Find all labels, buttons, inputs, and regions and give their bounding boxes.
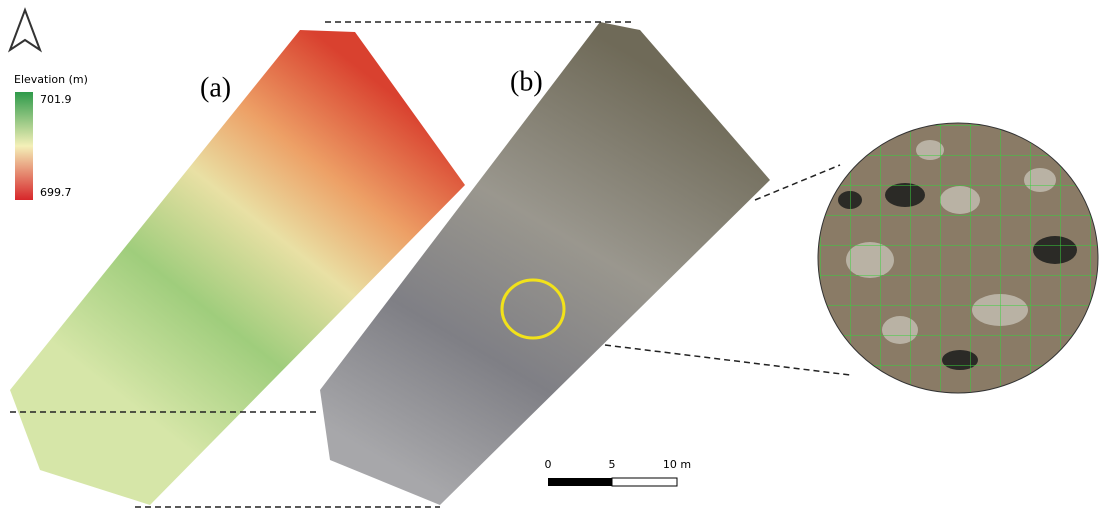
north-arrow bbox=[7, 7, 43, 53]
scale-label: 0 bbox=[545, 458, 552, 471]
panel-label: (b) bbox=[510, 66, 543, 97]
panel-label: (a) bbox=[200, 72, 231, 103]
legend-colorbar bbox=[15, 92, 33, 200]
legend-max: 701.9 bbox=[40, 93, 72, 106]
scale-bar bbox=[548, 478, 612, 486]
scale-label: 10 m bbox=[663, 458, 691, 471]
orthomosaic bbox=[320, 22, 770, 505]
zoom-inset bbox=[818, 123, 1098, 393]
elevation-map bbox=[10, 30, 465, 505]
legend-title: Elevation (m) bbox=[14, 73, 88, 86]
scale-bar bbox=[611, 477, 678, 487]
guide-lines bbox=[10, 21, 851, 508]
highlight-circle bbox=[500, 278, 566, 340]
scale-label: 5 bbox=[609, 458, 616, 471]
legend-min: 699.7 bbox=[40, 186, 72, 199]
zoom-border bbox=[817, 122, 1099, 394]
